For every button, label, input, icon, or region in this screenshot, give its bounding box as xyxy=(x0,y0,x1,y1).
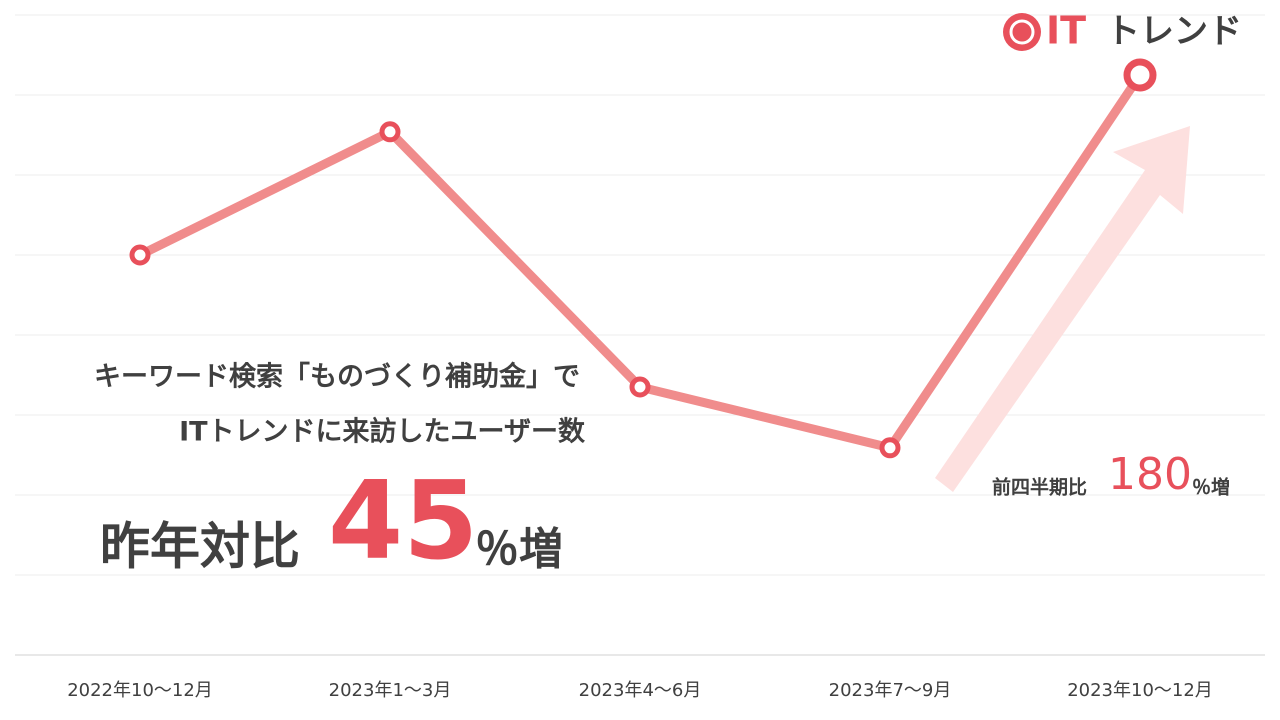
qoq-value: 180 xyxy=(1108,449,1192,500)
data-point xyxy=(879,437,901,459)
qoq-unit: ％増 xyxy=(1192,476,1230,499)
data-point xyxy=(129,244,151,266)
data-point xyxy=(379,121,401,143)
logo-icon-ring xyxy=(1009,19,1035,45)
logo-text: トレンド xyxy=(1106,12,1242,52)
headline: キーワード検索「ものづくり補助金」で xyxy=(94,361,580,393)
logo-icon xyxy=(1003,13,1041,51)
x-tick-label: 2023年1～3月 xyxy=(329,680,452,701)
yoy-unit: ％増 xyxy=(475,524,563,575)
trend-arrow xyxy=(935,126,1190,492)
logo-text: IT xyxy=(1046,9,1086,53)
logo: IT トレンド xyxy=(1003,9,1242,53)
x-tick-label: 2022年10～12月 xyxy=(67,680,213,701)
x-tick-label: 2023年10～12月 xyxy=(1067,680,1213,701)
data-point xyxy=(629,376,651,398)
data-point xyxy=(1123,58,1157,92)
x-tick-label: 2023年7～9月 xyxy=(829,680,952,701)
qoq-label: 前四半期比 xyxy=(992,476,1087,499)
headline: ITトレンドに来訪したユーザー数 xyxy=(179,416,586,448)
yoy-label: 昨年対比 xyxy=(100,518,300,576)
x-tick-label: 2023年4～6月 xyxy=(579,680,702,701)
yoy-value: 45 xyxy=(328,459,478,584)
